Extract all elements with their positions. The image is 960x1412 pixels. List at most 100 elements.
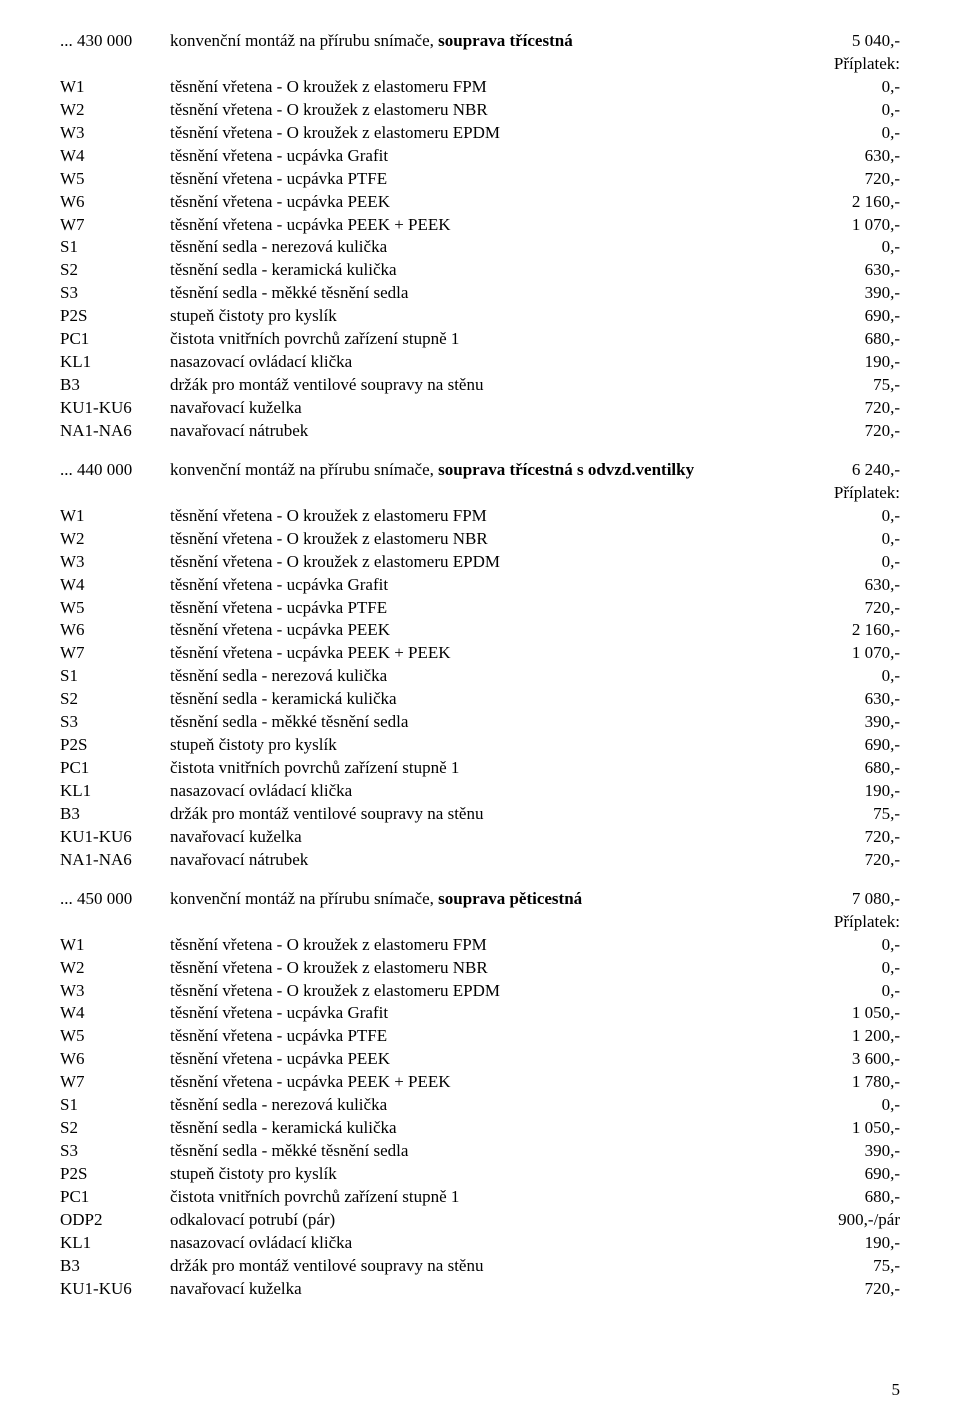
item-desc: navařovací nátrubek: [170, 420, 780, 443]
item-desc: těsnění sedla - nerezová kulička: [170, 1094, 780, 1117]
list-item: W2těsnění vřetena - O kroužek z elastome…: [60, 99, 900, 122]
item-desc: čistota vnitřních povrchů zařízení stupn…: [170, 757, 780, 780]
item-desc: těsnění vřetena - ucpávka PEEK: [170, 191, 780, 214]
list-item: W5těsnění vřetena - ucpávka PTFE720,-: [60, 168, 900, 191]
item-desc: těsnění sedla - nerezová kulička: [170, 665, 780, 688]
list-item: S1těsnění sedla - nerezová kulička0,-: [60, 1094, 900, 1117]
item-desc: těsnění vřetena - ucpávka Grafit: [170, 1002, 780, 1025]
item-price: 390,-: [780, 711, 900, 734]
item-code: W2: [60, 957, 170, 980]
item-desc: těsnění sedla - nerezová kulička: [170, 236, 780, 259]
item-price: 1 070,-: [780, 642, 900, 665]
item-price: 630,-: [780, 145, 900, 168]
list-item: NA1-NA6navařovací nátrubek720,-: [60, 420, 900, 443]
item-desc: těsnění vřetena - O kroužek z elastomeru…: [170, 957, 780, 980]
item-price: 630,-: [780, 259, 900, 282]
list-item: W1těsnění vřetena - O kroužek z elastome…: [60, 934, 900, 957]
item-code: S1: [60, 1094, 170, 1117]
item-code: S1: [60, 236, 170, 259]
item-price: 2 160,-: [780, 191, 900, 214]
item-desc: těsnění vřetena - ucpávka Grafit: [170, 145, 780, 168]
spacer: [60, 872, 900, 888]
item-code: W7: [60, 214, 170, 237]
item-price: 720,-: [780, 1278, 900, 1301]
header-price: 7 080,-: [780, 888, 900, 911]
section-header: ... 440 000 konvenční montáž na přírubu …: [60, 459, 900, 482]
header-desc: konvenční montáž na přírubu snímače, sou…: [170, 888, 780, 911]
item-price: 0,-: [780, 980, 900, 1003]
list-item: PC1čistota vnitřních povrchů zařízení st…: [60, 328, 900, 351]
item-desc: těsnění vřetena - O kroužek z elastomeru…: [170, 505, 780, 528]
item-price: 0,-: [780, 99, 900, 122]
item-code: KU1-KU6: [60, 1278, 170, 1301]
item-desc: navařovací kuželka: [170, 397, 780, 420]
item-code: S2: [60, 1117, 170, 1140]
list-item: W6těsnění vřetena - ucpávka PEEK2 160,-: [60, 619, 900, 642]
item-code: P2S: [60, 734, 170, 757]
item-price: 680,-: [780, 1186, 900, 1209]
item-price: 0,-: [780, 551, 900, 574]
list-item: KL1nasazovací ovládací klička190,-: [60, 780, 900, 803]
list-item: KL1nasazovací ovládací klička190,-: [60, 351, 900, 374]
item-price: 0,-: [780, 505, 900, 528]
list-item: P2Sstupeň čistoty pro kyslík690,-: [60, 305, 900, 328]
item-desc: nasazovací ovládací klička: [170, 351, 780, 374]
list-item: S2těsnění sedla - keramická kulička1 050…: [60, 1117, 900, 1140]
header-desc: konvenční montáž na přírubu snímače, sou…: [170, 459, 780, 482]
list-item: S1těsnění sedla - nerezová kulička0,-: [60, 665, 900, 688]
item-code: S2: [60, 259, 170, 282]
list-item: W7těsnění vřetena - ucpávka PEEK + PEEK1…: [60, 642, 900, 665]
item-desc: těsnění sedla - měkké těsnění sedla: [170, 282, 780, 305]
list-item: W2těsnění vřetena - O kroužek z elastome…: [60, 528, 900, 551]
item-price: 720,-: [780, 420, 900, 443]
item-price: 75,-: [780, 1255, 900, 1278]
item-price: 190,-: [780, 351, 900, 374]
item-price: 0,-: [780, 528, 900, 551]
list-item: NA1-NA6navařovací nátrubek720,-: [60, 849, 900, 872]
item-price: 75,-: [780, 374, 900, 397]
item-desc: stupeň čistoty pro kyslík: [170, 734, 780, 757]
item-code: W2: [60, 528, 170, 551]
item-desc: těsnění vřetena - ucpávka Grafit: [170, 574, 780, 597]
item-code: W5: [60, 1025, 170, 1048]
item-code: S3: [60, 282, 170, 305]
header-desc-bold: souprava třícestná: [438, 31, 573, 50]
item-desc: stupeň čistoty pro kyslík: [170, 1163, 780, 1186]
list-item: W1těsnění vřetena - O kroužek z elastome…: [60, 505, 900, 528]
item-code: B3: [60, 374, 170, 397]
item-desc: těsnění vřetena - ucpávka PTFE: [170, 597, 780, 620]
item-code: W6: [60, 191, 170, 214]
item-price: 1 780,-: [780, 1071, 900, 1094]
item-desc: těsnění vřetena - ucpávka PEEK: [170, 1048, 780, 1071]
item-code: W3: [60, 980, 170, 1003]
list-item: S2těsnění sedla - keramická kulička630,-: [60, 259, 900, 282]
item-desc: těsnění vřetena - ucpávka PTFE: [170, 168, 780, 191]
section-header: ... 430 000 konvenční montáž na přírubu …: [60, 30, 900, 53]
item-code: KU1-KU6: [60, 397, 170, 420]
item-desc: těsnění sedla - keramická kulička: [170, 259, 780, 282]
item-price: 680,-: [780, 757, 900, 780]
item-code: W4: [60, 145, 170, 168]
header-price: 5 040,-: [780, 30, 900, 53]
item-code: W6: [60, 619, 170, 642]
list-item: PC1čistota vnitřních povrchů zařízení st…: [60, 1186, 900, 1209]
item-code: B3: [60, 1255, 170, 1278]
item-desc: nasazovací ovládací klička: [170, 1232, 780, 1255]
item-code: W3: [60, 122, 170, 145]
item-price: 75,-: [780, 803, 900, 826]
item-price: 0,-: [780, 122, 900, 145]
item-price: 720,-: [780, 168, 900, 191]
list-item: P2Sstupeň čistoty pro kyslík690,-: [60, 734, 900, 757]
item-price: 0,-: [780, 934, 900, 957]
item-price: 190,-: [780, 1232, 900, 1255]
list-item: S1těsnění sedla - nerezová kulička0,-: [60, 236, 900, 259]
item-desc: navařovací nátrubek: [170, 849, 780, 872]
header-desc-plain: konvenční montáž na přírubu snímače,: [170, 460, 438, 479]
item-desc: těsnění sedla - keramická kulička: [170, 1117, 780, 1140]
section-header: ... 450 000 konvenční montáž na přírubu …: [60, 888, 900, 911]
item-price: 690,-: [780, 1163, 900, 1186]
item-desc: čistota vnitřních povrchů zařízení stupn…: [170, 328, 780, 351]
item-price: 0,-: [780, 1094, 900, 1117]
item-code: KL1: [60, 351, 170, 374]
list-item: S3těsnění sedla - měkké těsnění sedla390…: [60, 711, 900, 734]
